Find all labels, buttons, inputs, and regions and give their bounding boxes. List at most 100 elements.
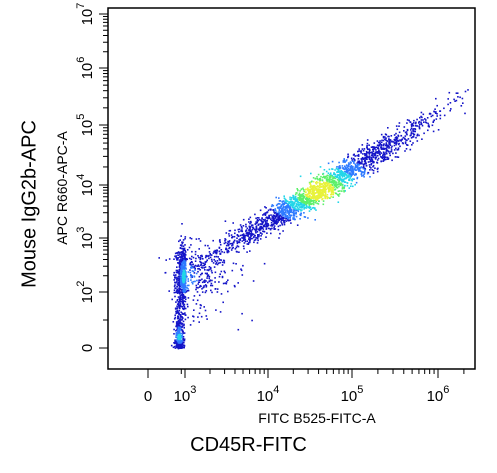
event-dot: [368, 144, 370, 146]
event-dot: [246, 240, 249, 242]
event-dot: [187, 278, 189, 280]
event-dot: [361, 157, 364, 159]
event-dot: [243, 242, 246, 244]
event-dot: [369, 176, 371, 178]
event-dot: [289, 207, 292, 210]
event-dot: [242, 245, 245, 247]
event-dot: [197, 287, 199, 289]
event-dot: [290, 209, 293, 211]
event-dot: [204, 266, 207, 268]
event-dot: [179, 302, 182, 304]
y-tick-label: 0: [79, 344, 96, 352]
event-dot: [347, 156, 349, 159]
event-dot: [391, 141, 393, 143]
event-dot: [228, 240, 231, 242]
event-dot: [282, 217, 284, 219]
event-dot: [243, 247, 245, 250]
event-dot: [165, 259, 167, 261]
event-dot: [237, 245, 240, 248]
event-dot: [320, 183, 323, 186]
event-dot: [211, 279, 213, 282]
event-dot: [192, 263, 194, 266]
event-dot: [319, 183, 321, 185]
event-dot: [260, 219, 262, 222]
event-dot: [319, 179, 322, 181]
event-dot: [259, 223, 262, 225]
event-dot: [339, 171, 341, 173]
event-dot: [313, 192, 315, 195]
event-dot: [340, 179, 343, 181]
event-dot: [378, 141, 381, 144]
event-dot: [177, 292, 179, 294]
event-dot: [280, 216, 283, 218]
event-dot: [277, 202, 280, 205]
event-dot: [253, 236, 255, 238]
event-dot: [310, 188, 313, 190]
event-dot: [317, 195, 320, 197]
event-dot: [259, 232, 262, 234]
event-dot: [364, 170, 366, 172]
event-dot: [380, 133, 383, 136]
event-dot: [179, 287, 181, 290]
event-dot: [308, 207, 311, 209]
event-dot: [178, 281, 181, 283]
event-dot: [185, 275, 187, 277]
event-dot: [203, 306, 205, 308]
event-dot: [199, 284, 202, 287]
event-dot: [189, 271, 192, 274]
event-dot: [181, 292, 184, 295]
event-dot: [298, 205, 300, 207]
event-dot: [366, 147, 368, 149]
event-dot: [282, 200, 285, 202]
event-dot: [359, 167, 362, 169]
event-dot: [309, 206, 312, 209]
event-dot: [176, 299, 179, 301]
event-dot: [316, 195, 319, 197]
event-dot: [179, 273, 181, 275]
event-dot: [350, 185, 352, 187]
event-dot: [360, 162, 363, 165]
event-dot: [174, 284, 176, 286]
event-dot: [216, 260, 219, 262]
event-dot: [364, 153, 367, 156]
event-dot: [370, 163, 372, 166]
event-dot: [394, 139, 396, 142]
event-dot: [299, 208, 301, 211]
event-dot: [305, 188, 307, 191]
event-dot: [181, 342, 184, 345]
event-dot: [180, 257, 182, 259]
event-dot: [281, 213, 284, 216]
event-dot: [308, 188, 310, 191]
event-dot: [347, 170, 349, 172]
event-dot: [181, 270, 183, 272]
event-dot: [447, 98, 449, 100]
event-dot: [309, 186, 312, 188]
event-dot: [267, 223, 269, 225]
event-dot: [412, 122, 415, 124]
event-dot: [255, 217, 257, 220]
event-dot: [360, 166, 363, 168]
event-dot: [320, 175, 322, 178]
event-dot: [227, 290, 229, 293]
event-dot: [382, 136, 385, 139]
event-dot: [265, 207, 267, 209]
event-dot: [390, 149, 393, 151]
event-dot: [296, 209, 298, 211]
event-dot: [385, 144, 387, 147]
event-dot: [214, 288, 217, 290]
event-dot: [309, 194, 311, 197]
event-dot: [176, 344, 179, 347]
event-dot: [282, 230, 284, 232]
event-dot: [307, 188, 309, 191]
event-dot: [307, 206, 310, 208]
event-dot: [393, 144, 396, 147]
event-dot: [332, 188, 334, 190]
event-dot: [380, 156, 382, 158]
event-dot: [220, 293, 223, 295]
event-dot: [349, 169, 351, 172]
event-dot: [315, 181, 318, 183]
event-dot: [216, 291, 219, 293]
event-dot: [246, 243, 249, 245]
event-dot: [241, 234, 244, 236]
event-dot: [215, 263, 217, 265]
